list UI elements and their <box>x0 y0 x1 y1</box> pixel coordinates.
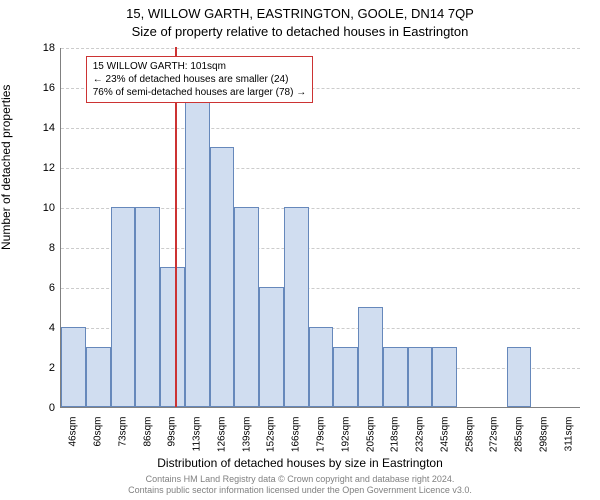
annotation-box: 15 WILLOW GARTH: 101sqm← 23% of detached… <box>86 56 313 103</box>
attribution-text: Contains HM Land Registry data © Crown c… <box>0 474 600 496</box>
x-tick-label: 113sqm <box>192 417 203 452</box>
chart-title-line1: 15, WILLOW GARTH, EASTRINGTON, GOOLE, DN… <box>0 6 600 21</box>
histogram-bar <box>185 67 210 407</box>
histogram-bar <box>358 307 383 407</box>
histogram-bar <box>432 347 457 407</box>
x-axis-label: Distribution of detached houses by size … <box>0 456 600 470</box>
grid-line <box>61 168 580 169</box>
x-tick-label: 258sqm <box>464 417 475 453</box>
histogram-bar <box>111 207 136 407</box>
x-tick-label: 192sqm <box>340 417 351 453</box>
x-tick-label: 99sqm <box>167 417 178 447</box>
y-tick-label: 18 <box>43 42 55 54</box>
y-axis-label: Number of detached properties <box>0 85 13 250</box>
x-tick-label: 60sqm <box>93 417 104 447</box>
y-tick-label: 10 <box>43 202 55 214</box>
x-tick-label: 46sqm <box>68 417 79 447</box>
y-tick-label: 14 <box>43 122 55 134</box>
histogram-bar <box>383 347 408 407</box>
plot-area: 02468101214161846sqm60sqm73sqm86sqm99sqm… <box>60 48 580 408</box>
annotation-line: ← 23% of detached houses are smaller (24… <box>93 73 306 86</box>
x-tick-label: 166sqm <box>291 417 302 453</box>
x-tick-label: 272sqm <box>489 417 500 453</box>
y-tick-label: 12 <box>43 162 55 174</box>
x-tick-label: 218sqm <box>390 417 401 453</box>
annotation-line: 15 WILLOW GARTH: 101sqm <box>93 60 306 73</box>
x-tick-label: 152sqm <box>266 417 277 453</box>
x-tick-label: 73sqm <box>117 417 128 447</box>
x-tick-label: 205sqm <box>365 417 376 453</box>
x-tick-label: 298sqm <box>538 417 549 453</box>
histogram-bar <box>408 347 433 407</box>
x-tick-label: 232sqm <box>415 417 426 453</box>
histogram-bar <box>309 327 334 407</box>
histogram-bar <box>86 347 111 407</box>
histogram-bar <box>160 267 185 407</box>
x-tick-label: 139sqm <box>241 417 252 453</box>
x-tick-label: 311sqm <box>563 417 574 452</box>
histogram-bar <box>234 207 259 407</box>
attribution-line1: Contains HM Land Registry data © Crown c… <box>0 474 600 485</box>
y-tick-label: 16 <box>43 82 55 94</box>
x-tick-label: 285sqm <box>514 417 525 453</box>
x-tick-label: 179sqm <box>316 417 327 453</box>
histogram-bar <box>284 207 309 407</box>
y-tick-label: 8 <box>49 242 55 254</box>
histogram-bar <box>135 207 160 407</box>
attribution-line2: Contains public sector information licen… <box>0 485 600 496</box>
y-tick-label: 0 <box>49 402 55 414</box>
histogram-bar <box>333 347 358 407</box>
x-tick-label: 86sqm <box>142 417 153 447</box>
grid-line <box>61 128 580 129</box>
x-tick-label: 126sqm <box>216 417 227 453</box>
y-tick-label: 6 <box>49 282 55 294</box>
chart-title-line2: Size of property relative to detached ho… <box>0 24 600 39</box>
annotation-line: 76% of semi-detached houses are larger (… <box>93 86 306 99</box>
y-tick-label: 2 <box>49 362 55 374</box>
histogram-bar <box>259 287 284 407</box>
histogram-bar <box>507 347 532 407</box>
y-tick-label: 4 <box>49 322 55 334</box>
histogram-bar <box>61 327 86 407</box>
chart-figure: 15, WILLOW GARTH, EASTRINGTON, GOOLE, DN… <box>0 0 600 500</box>
histogram-bar <box>210 147 235 407</box>
grid-line <box>61 48 580 49</box>
x-tick-label: 245sqm <box>439 417 450 453</box>
